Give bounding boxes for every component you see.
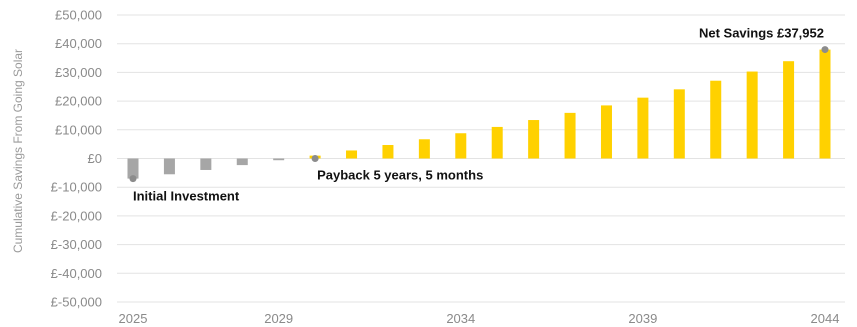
bar (746, 71, 758, 159)
y-tick-label: £0 (88, 151, 102, 166)
bar (600, 105, 612, 159)
y-axis-ticks: £50,000 £40,000 £30,000 £20,000 £10,000 £0 £-1… (51, 8, 102, 310)
y-tick-label: £50,000 (55, 8, 102, 23)
bar (200, 158, 212, 170)
x-tick-label: 2044 (811, 311, 840, 326)
y-tick-label: £-50,000 (51, 295, 102, 310)
y-tick-label: £-30,000 (51, 237, 102, 252)
y-tick-label: £10,000 (55, 122, 102, 137)
bar (455, 133, 467, 159)
bar (418, 139, 430, 159)
annotation-label: Net Savings £37,952 (699, 26, 824, 41)
annotation-marker (311, 155, 319, 162)
bars (127, 49, 831, 179)
bar (163, 158, 175, 175)
annotation-marker (821, 46, 829, 54)
annotation-markers (129, 46, 829, 183)
y-tick-label: £20,000 (55, 94, 102, 109)
y-tick-label: £30,000 (55, 65, 102, 80)
x-axis-ticks: 2025 2029 2034 2039 2044 (119, 311, 840, 326)
annotation-label: Initial Investment (133, 189, 240, 204)
annotation-label: Payback 5 years, 5 months (317, 168, 483, 183)
bar (673, 89, 685, 159)
bar (528, 120, 540, 159)
bar (637, 97, 649, 159)
bar (819, 49, 831, 159)
x-tick-label: 2029 (264, 311, 293, 326)
bar (564, 112, 576, 159)
bar (273, 158, 285, 161)
bar (783, 61, 795, 159)
x-tick-label: 2034 (446, 311, 475, 326)
bar (236, 158, 248, 166)
gridlines (117, 14, 845, 303)
bar (127, 158, 139, 179)
y-tick-label: £40,000 (55, 36, 102, 51)
bar (382, 145, 394, 159)
annotations: Initial Investment Payback 5 years, 5 mon… (133, 26, 824, 204)
y-tick-label: £-10,000 (51, 180, 102, 195)
x-tick-label: 2039 (628, 311, 657, 326)
y-axis-label: Cumulative Savings From Going Solar (11, 49, 25, 253)
x-tick-label: 2025 (119, 311, 148, 326)
bar (710, 80, 722, 159)
y-tick-label: £-40,000 (51, 266, 102, 281)
bar (346, 150, 358, 159)
bar (491, 126, 503, 159)
y-tick-label: £-20,000 (51, 208, 102, 223)
annotation-marker (129, 175, 137, 183)
